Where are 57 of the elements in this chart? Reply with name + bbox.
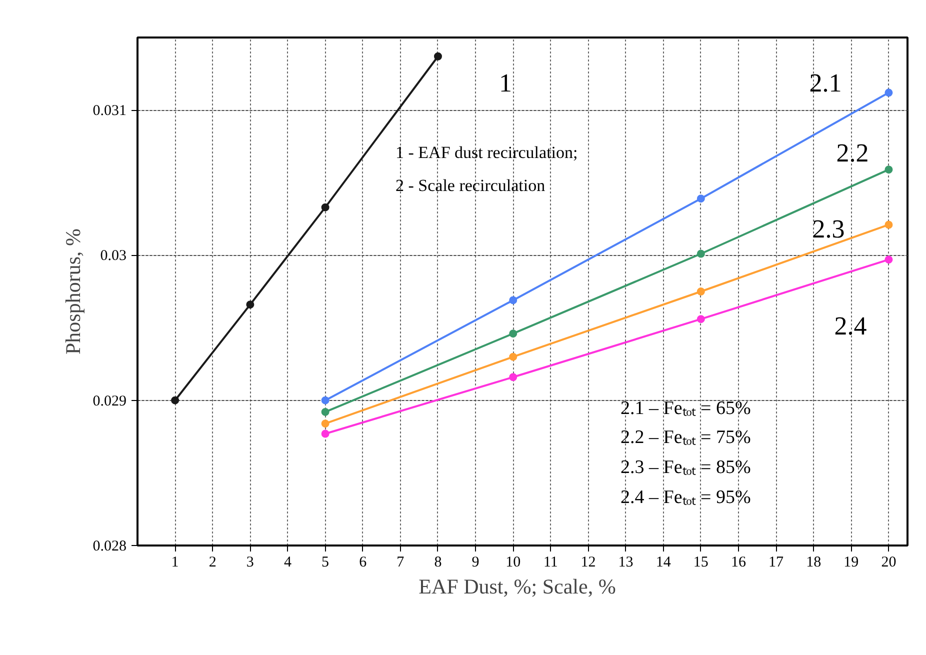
point <box>434 52 442 60</box>
y-tick-label: 0.029 <box>92 393 126 410</box>
x-tick-label: 13 <box>618 554 634 570</box>
x-tick-label: 17 <box>768 554 784 570</box>
y-axis-title: Phosphorus, % <box>60 228 85 355</box>
y-tick-label: 0.028 <box>92 538 126 554</box>
x-tick-label: 5 <box>322 554 330 570</box>
x-tick-label: 10 <box>506 554 521 570</box>
point <box>321 396 330 404</box>
annotation: 2.4 <box>834 312 867 340</box>
annotation: 2.3 <box>812 214 845 244</box>
point <box>509 373 518 382</box>
x-tick-label: 11 <box>543 554 558 570</box>
x-tick-label: 14 <box>656 554 672 570</box>
point <box>884 220 893 229</box>
x-tick-label: 18 <box>806 554 822 570</box>
y-tick-label: 0.031 <box>92 103 126 120</box>
point <box>696 315 705 324</box>
x-tick-label: 6 <box>359 554 368 570</box>
point <box>696 194 705 203</box>
annotation: 2 - Scale recirculation <box>396 176 546 195</box>
point <box>509 296 518 304</box>
x-tick-label: 7 <box>396 554 405 570</box>
annotation: 2.2 – Feₜₒₜ = 75% <box>620 427 751 448</box>
annotation: 1 <box>499 68 512 98</box>
x-tick-label: 20 <box>881 554 896 570</box>
x-tick-label: 1 <box>171 554 179 570</box>
annotation: 2.1 <box>809 68 842 98</box>
point <box>884 256 893 264</box>
y-tick-label: 0.03 <box>100 248 126 264</box>
x-tick-label: 12 <box>580 554 596 570</box>
point <box>884 166 893 174</box>
point <box>321 408 330 416</box>
point <box>884 88 893 97</box>
annotation: 1 - EAF dust recirculation; <box>396 143 578 162</box>
point <box>321 430 330 438</box>
x-tick-label: 2 <box>208 554 216 570</box>
annotation: 2.4 – Feₜₒₜ = 95% <box>620 487 751 508</box>
annotation: 2.3 – Feₜₒₜ = 85% <box>620 457 751 478</box>
x-tick-label: 16 <box>730 554 746 570</box>
annotation: 2.2 <box>836 138 869 168</box>
point <box>321 203 330 212</box>
point <box>509 330 518 338</box>
x-tick-label: 15 <box>693 554 708 570</box>
point <box>171 396 180 404</box>
point <box>509 352 518 361</box>
point <box>696 288 705 296</box>
point <box>246 300 254 309</box>
x-tick-label: 3 <box>246 554 254 570</box>
x-tick-label: 8 <box>434 554 442 570</box>
x-tick-label: 19 <box>844 554 859 570</box>
x-tick-label: 9 <box>472 554 480 570</box>
point <box>321 420 330 428</box>
point <box>696 250 705 258</box>
x-tick-label: 4 <box>284 554 292 570</box>
x-axis-title: EAF Dust, %; Scale, % <box>418 574 616 598</box>
annotation: 2.1 – Feₜₒₜ = 65% <box>620 398 751 419</box>
